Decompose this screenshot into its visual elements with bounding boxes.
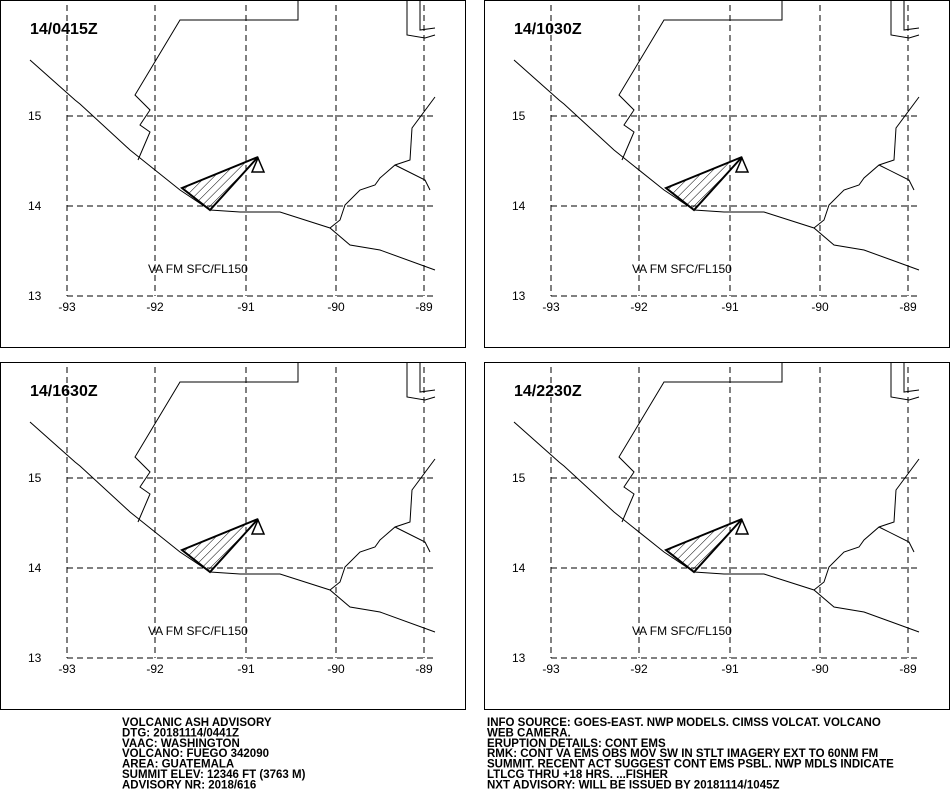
lon-label: -93	[58, 300, 76, 314]
boundary	[29, 59, 436, 271]
boundary	[890, 0, 920, 39]
boundary	[134, 362, 299, 523]
lat-label: 13	[28, 651, 42, 665]
advisory-line: DTG: 20181114/0441Z	[122, 727, 239, 739]
ash-cloud	[664, 156, 743, 212]
advisory-line: VAAC: WASHINGTON	[122, 738, 240, 750]
boundary	[406, 0, 436, 39]
lon-label: -91	[237, 662, 255, 676]
panel-time: 14/2230Z	[514, 383, 582, 400]
ash-cloud	[664, 518, 743, 574]
map-panel: 15 14 13 -93 -92 -91 -90 -89 14/1030Z VA FM SFC/F…	[484, 0, 950, 348]
lat-label: 14	[512, 561, 526, 575]
ash-cloud	[180, 518, 259, 574]
lat-label: 13	[512, 289, 526, 303]
lon-label: -93	[58, 662, 76, 676]
advisory-line: AREA: GUATEMALA	[122, 759, 234, 771]
lon-label: -89	[899, 662, 917, 676]
lon-label: -89	[415, 662, 433, 676]
advisory-line: ADVISORY NR: 2018/616	[122, 779, 256, 791]
advisory-line: RMK: CONT VA EMS OBS MOV SW IN STLT IMAG…	[487, 748, 878, 760]
panel-time: 14/1630Z	[30, 383, 98, 400]
boundary	[134, 0, 299, 161]
advisory-line: SUMMIT. RECENT ACT SUGGEST CONT EMS PSBL…	[487, 759, 894, 771]
advisory-line: ERUPTION DETAILS: CONT EMS	[487, 738, 666, 750]
map-panel: 15 14 13 -93 -92 -91 -90 -89 14/0415Z VA FM SFC/F…	[0, 0, 466, 348]
boundary	[406, 362, 436, 401]
boundary	[878, 164, 915, 191]
boundary	[903, 0, 920, 31]
lon-label: -92	[630, 300, 648, 314]
volcano-marker	[734, 518, 750, 535]
lon-label: -91	[237, 300, 255, 314]
layer-label: VA FM SFC/FL150	[632, 262, 732, 276]
lon-label: -89	[415, 300, 433, 314]
lon-label: -92	[630, 662, 648, 676]
boundary	[419, 0, 436, 31]
lon-label: -93	[542, 300, 560, 314]
lon-label: -90	[811, 662, 829, 676]
lon-label: -89	[899, 300, 917, 314]
lat-label: 14	[512, 199, 526, 213]
lon-label: -90	[811, 300, 829, 314]
lon-label: -93	[542, 662, 560, 676]
panel-time: 14/1030Z	[514, 21, 582, 38]
boundary	[29, 421, 436, 633]
lat-label: 13	[28, 289, 42, 303]
lat-label: 15	[512, 109, 526, 123]
boundary	[618, 362, 783, 523]
lat-label: 13	[512, 651, 526, 665]
lat-label: 14	[28, 199, 42, 213]
advisory-line: WEB CAMERA.	[487, 727, 571, 739]
layer-label: VA FM SFC/FL150	[148, 262, 248, 276]
boundary	[618, 0, 783, 161]
boundary	[513, 59, 920, 271]
map-panel: 15 14 13 -93 -92 -91 -90 -89 14/1630Z VA FM SFC/F…	[0, 362, 466, 710]
boundary	[329, 458, 436, 591]
advisory-line: VOLCANO: FUEGO 342090	[122, 748, 269, 760]
boundary	[419, 362, 436, 393]
panel-frame	[0, 362, 466, 710]
layer-label: VA FM SFC/FL150	[632, 624, 732, 638]
volcano-marker	[734, 156, 750, 173]
advisory-line: NXT ADVISORY: WILL BE ISSUED BY 20181114…	[487, 779, 780, 791]
lon-label: -92	[146, 300, 164, 314]
boundary	[813, 458, 920, 591]
lat-label: 15	[512, 471, 526, 485]
lon-label: -91	[721, 662, 739, 676]
lat-label: 15	[28, 109, 42, 123]
panel-frame	[0, 0, 466, 348]
ash-cloud	[180, 156, 259, 212]
boundary	[878, 526, 915, 553]
boundary	[513, 421, 920, 633]
advisory-line: LTLCG THRU +18 HRS. ...FISHER	[487, 769, 669, 781]
advisory-line: INFO SOURCE: GOES-EAST. NWP MODELS. CIMS…	[487, 717, 881, 729]
panel-time: 14/0415Z	[30, 21, 98, 38]
boundary	[394, 164, 431, 191]
volcano-marker	[250, 518, 266, 535]
boundary	[394, 526, 431, 553]
boundary	[890, 362, 920, 401]
layer-label: VA FM SFC/FL150	[148, 624, 248, 638]
volcano-marker	[250, 156, 266, 173]
lon-label: -91	[721, 300, 739, 314]
lon-label: -90	[327, 662, 345, 676]
map-panel: 15 14 13 -93 -92 -91 -90 -89 14/2230Z VA FM SFC/F…	[484, 362, 950, 710]
lat-label: 15	[28, 471, 42, 485]
boundary	[813, 96, 920, 229]
advisory-line: SUMMIT ELEV: 12346 FT (3763 M)	[122, 769, 306, 781]
boundary	[903, 362, 920, 393]
boundary	[329, 96, 436, 229]
lon-label: -92	[146, 662, 164, 676]
lat-label: 14	[28, 561, 42, 575]
advisory-line: VOLCANIC ASH ADVISORY	[122, 717, 272, 729]
lon-label: -90	[327, 300, 345, 314]
